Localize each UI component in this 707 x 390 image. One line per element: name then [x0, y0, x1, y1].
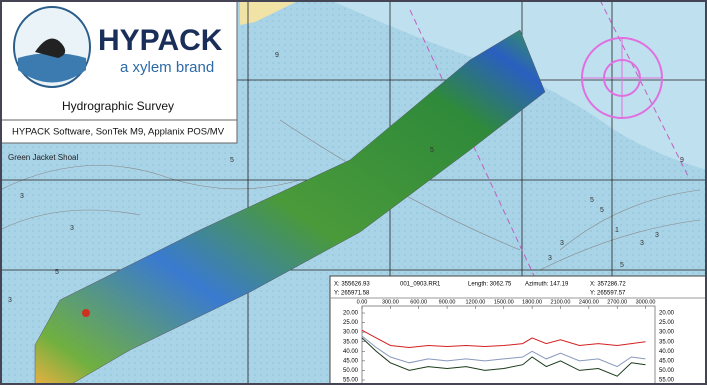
sounding: 5 [600, 207, 604, 214]
sounding: 5 [55, 269, 59, 276]
x-tick-label: 600.00 [410, 299, 427, 305]
x-tick-label: 2100.00 [551, 299, 571, 305]
y2-tick-label: 50.00 [659, 368, 675, 374]
logo-badge [13, 6, 91, 88]
y-tick-label: 55.00 [343, 378, 359, 384]
y2-tick-label: 25.00 [659, 320, 675, 326]
place-label: Green Jacket Shoal [8, 153, 78, 162]
y-tick-label: 50.00 [343, 368, 359, 374]
brand: HYPACK [98, 24, 223, 57]
y2-tick-label: 20.00 [659, 311, 675, 317]
end-y: Y: 265597.57 [590, 291, 626, 297]
sounding: 5 [590, 197, 594, 204]
profile-line [361, 329, 646, 349]
sounding: 9 [680, 157, 684, 164]
y-tick-label: 30.00 [343, 330, 359, 336]
sounding: 5 [230, 157, 234, 164]
sounding: 3 [548, 255, 552, 262]
y2-tick-label: 55.00 [659, 378, 675, 384]
sounding: 5 [430, 147, 434, 154]
end-x: X: 357286.72 [590, 282, 626, 288]
sounding: 3 [640, 240, 644, 247]
sounding: 1 [615, 227, 619, 234]
deep-area [330, 0, 707, 170]
y-tick-label: 35.00 [343, 339, 359, 345]
x-tick-label: 2400.00 [579, 299, 599, 305]
survey-swath [34, 29, 546, 386]
x-tick-label: 1200.00 [465, 299, 485, 305]
sounding: 9 [275, 52, 279, 59]
x-tick-label: 300.00 [382, 299, 399, 305]
x-tick-label: 1800.00 [522, 299, 542, 305]
profile-line [361, 335, 646, 368]
shoal-spot [82, 309, 90, 317]
y-tick-label: 20.00 [343, 311, 359, 317]
x-tick-label: 3000.00 [636, 299, 656, 305]
azimuth: Azimuth: 147.19 [525, 282, 569, 288]
title: Hydrographic Survey [62, 99, 174, 113]
x-tick-label: 900.00 [439, 299, 456, 305]
x-tick-label: 2700.00 [607, 299, 627, 305]
subtitle: HYPACK Software, SonTek M9, Applanix POS… [12, 127, 225, 138]
y2-tick-label: 35.00 [659, 339, 675, 345]
y-tick-label: 40.00 [343, 349, 359, 355]
start-y: Y: 265971.58 [334, 291, 370, 297]
x-tick-label: 0.00 [357, 299, 368, 305]
y2-tick-label: 40.00 [659, 349, 675, 355]
sounding: 3 [70, 225, 74, 232]
land [240, 0, 300, 25]
target [581, 37, 663, 119]
sounding: 3 [8, 297, 12, 304]
line-file: 001_0903.RR1 [400, 282, 441, 288]
soundings: 59335355935331535 [8, 22, 684, 304]
start-x: X: 355626.93 [334, 282, 370, 288]
y-tick-label: 45.00 [343, 358, 359, 364]
sounding: 3 [560, 240, 564, 247]
tagline: a xylem brand [120, 59, 214, 76]
y-tick-label: 25.00 [343, 320, 359, 326]
sounding: 3 [655, 232, 659, 239]
sounding: 3 [20, 193, 24, 200]
profile-line [361, 337, 646, 377]
profile-panel: X: 355626.93 Y: 265971.58 001_0903.RR1 L… [329, 275, 707, 386]
y2-tick-label: 45.00 [659, 358, 675, 364]
length: Length: 3062.75 [468, 282, 512, 288]
y2-tick-label: 30.00 [659, 330, 675, 336]
x-tick-label: 1500.00 [494, 299, 514, 305]
sounding: 5 [620, 262, 624, 269]
